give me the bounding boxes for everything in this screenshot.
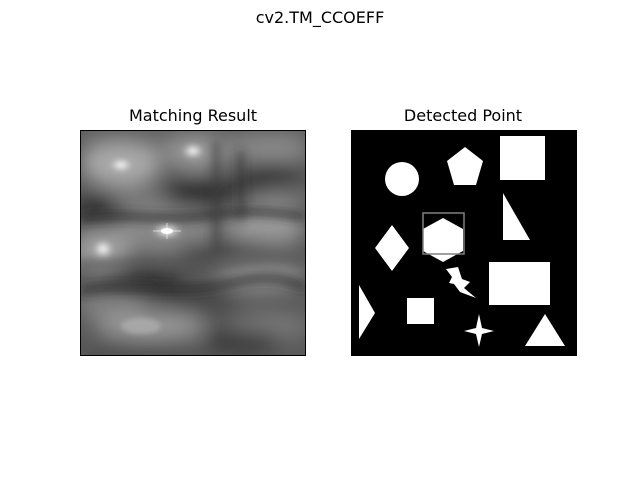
matching-result-image xyxy=(80,130,306,356)
shape-circle xyxy=(385,162,419,196)
shape-triangle-right xyxy=(503,193,530,240)
shape-rectangle xyxy=(489,262,550,305)
shape-half-diamond xyxy=(359,285,375,339)
shape-lightning xyxy=(446,267,476,298)
shape-small-square xyxy=(407,298,434,324)
detected-point-canvas xyxy=(352,131,576,355)
detection-box xyxy=(422,212,465,255)
shape-diamond xyxy=(375,225,409,271)
shape-pentagon xyxy=(447,147,483,185)
shape-star xyxy=(464,314,494,347)
shape-hexagon-real xyxy=(423,218,463,262)
shape-triangle-up xyxy=(525,314,565,346)
shape-square xyxy=(500,136,545,180)
detected-point-image xyxy=(351,130,577,356)
figure-suptitle: cv2.TM_CCOEFF xyxy=(255,8,385,27)
matching-result-heatmap xyxy=(81,131,305,355)
matching-result-title: Matching Result xyxy=(128,106,258,125)
detected-point-title: Detected Point xyxy=(403,106,523,125)
